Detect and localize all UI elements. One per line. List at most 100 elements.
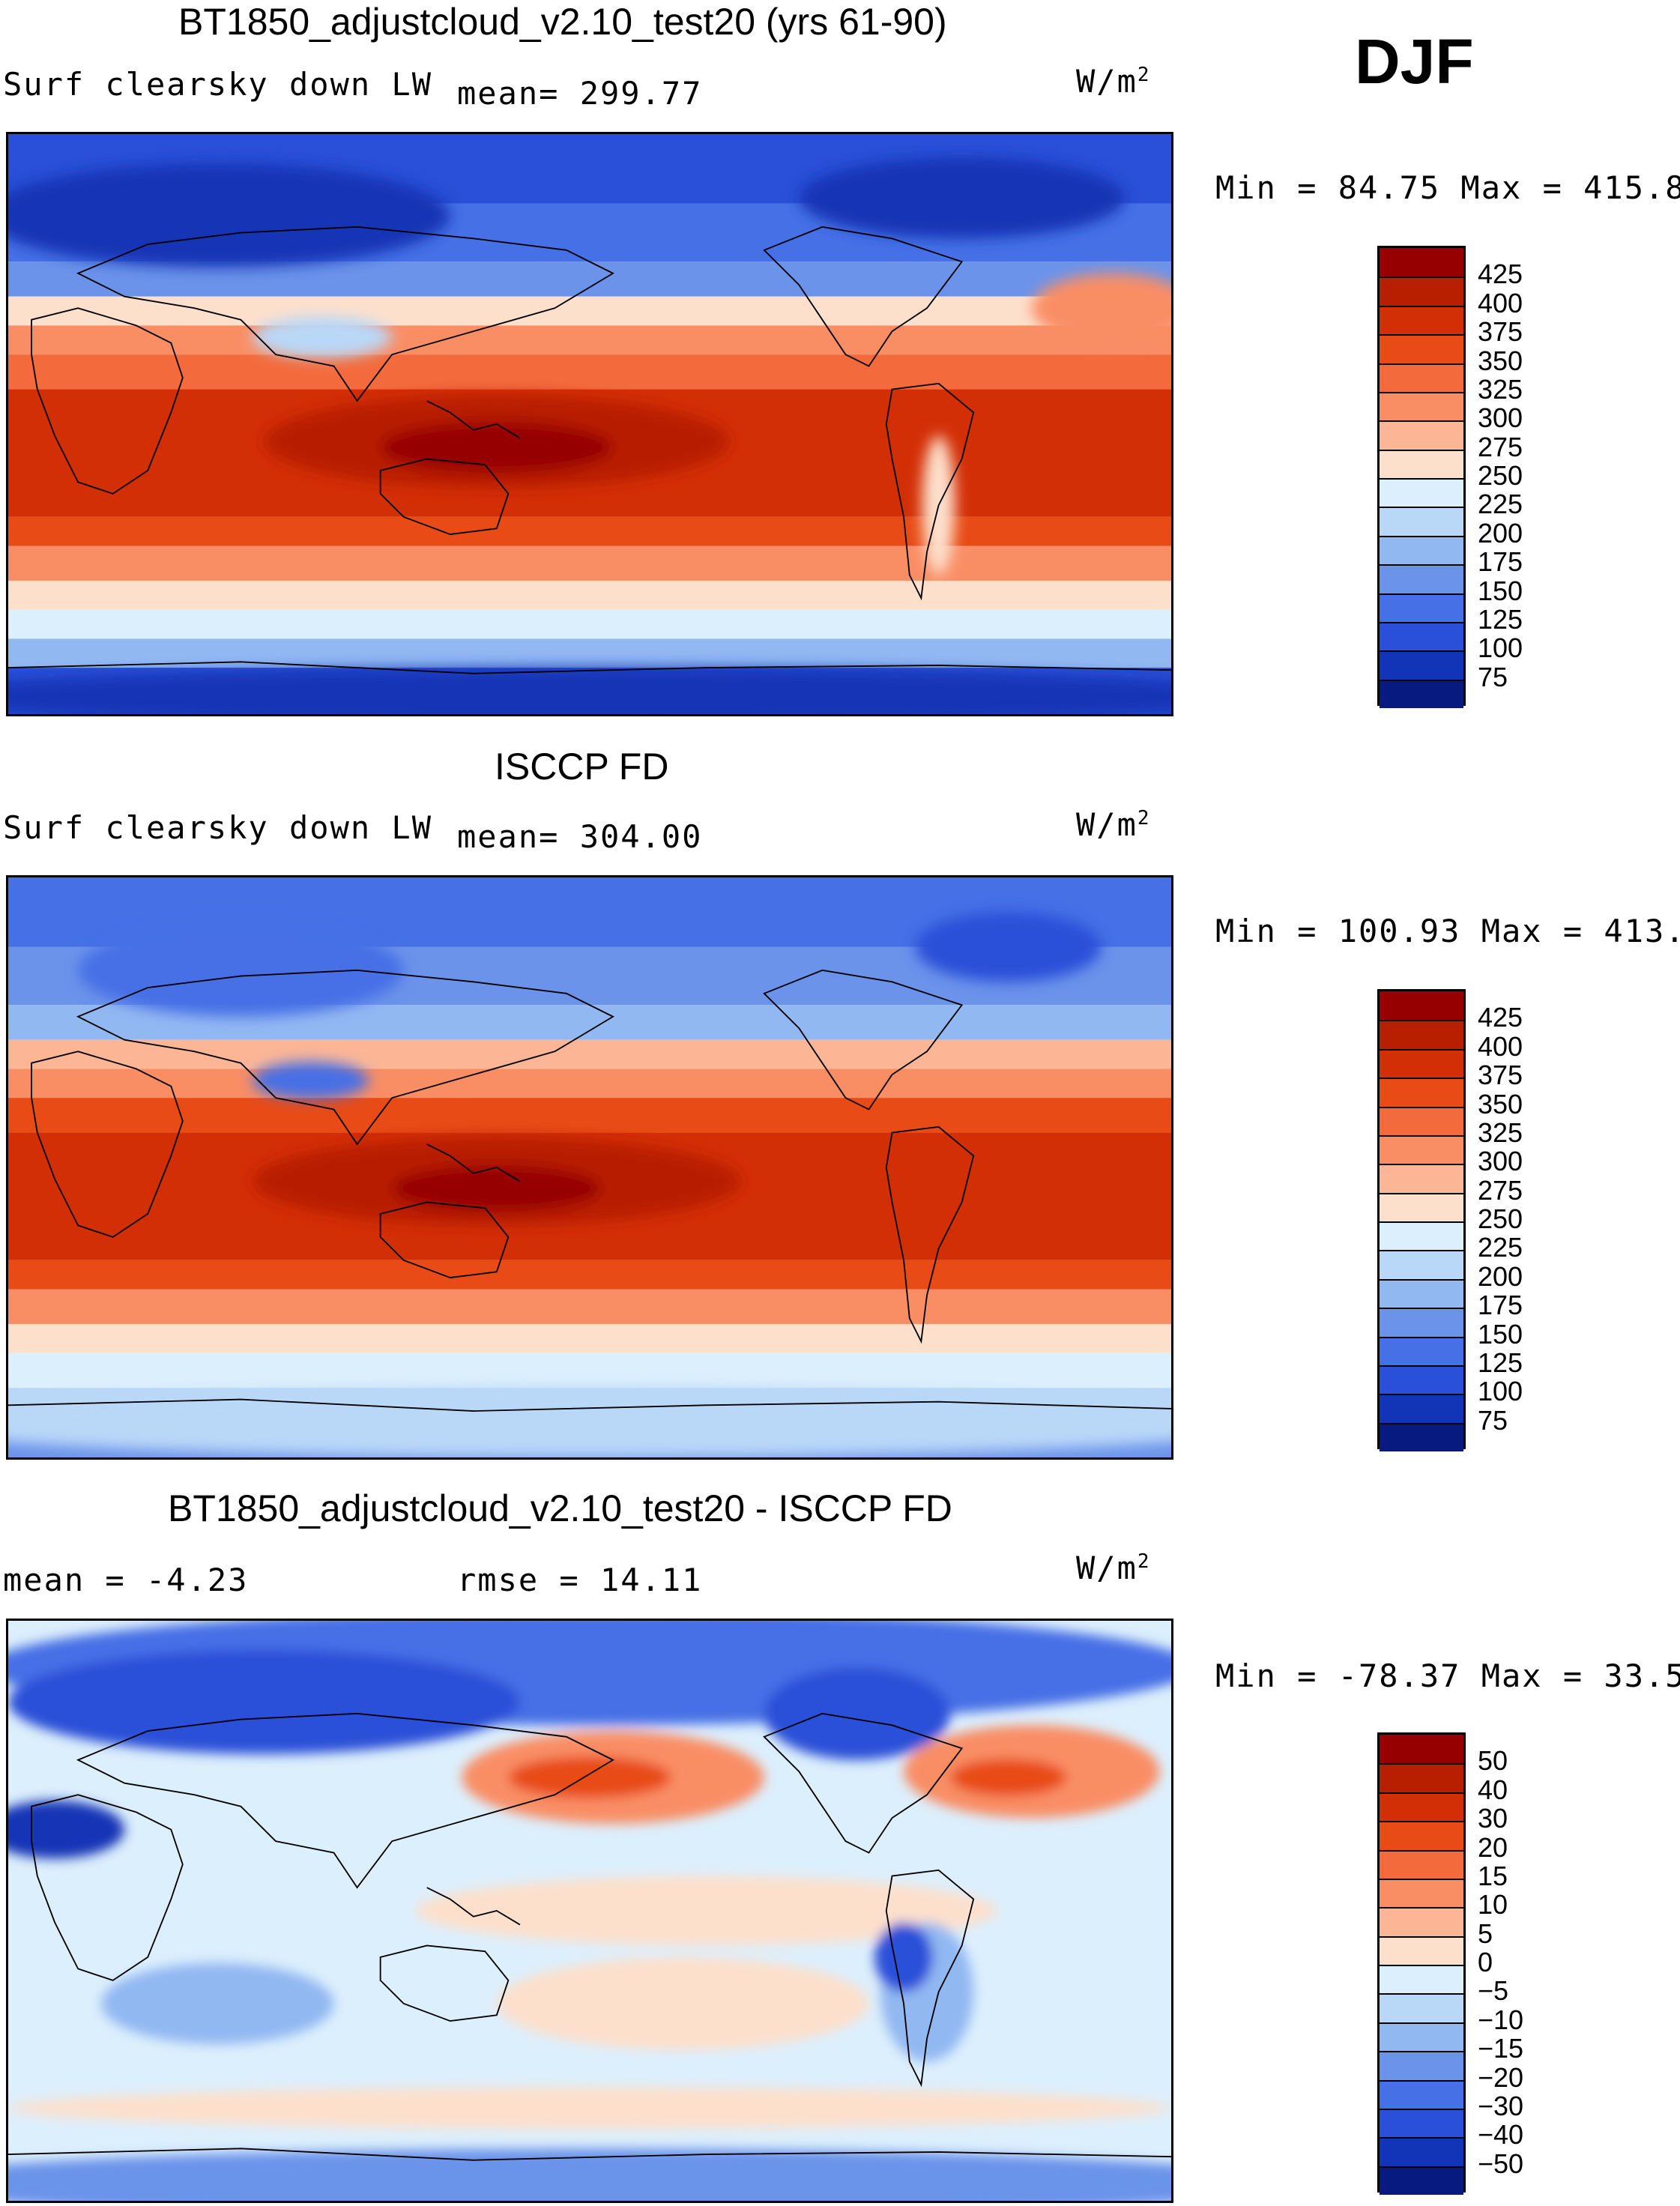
colorbar-segment	[1380, 2166, 1463, 2195]
colorbar-segment	[1380, 1821, 1463, 1850]
p2-band-n-sub2	[8, 1098, 1171, 1133]
colorbar-tick-label: 100	[1478, 1376, 1523, 1407]
p3-sahara	[8, 1800, 125, 1859]
p2-band-s-sub1	[8, 1260, 1171, 1290]
colorbar-segment	[1380, 363, 1463, 392]
colorbar-tick-label: 5	[1478, 1918, 1493, 1949]
p2-warm-pool-core	[392, 1164, 602, 1212]
colorbar-segment	[1380, 1134, 1463, 1164]
colorbar-segment	[1380, 1422, 1463, 1451]
colorbar-tick-label: 400	[1478, 287, 1523, 318]
colorbar-segment	[1380, 1336, 1463, 1365]
colorbar-tick-label: −30	[1478, 2090, 1524, 2121]
panel-3-title: BT1850_adjustcloud_v2.10_test20 - ISCCP …	[168, 1487, 952, 1529]
colorbar-tick-label: 325	[1478, 1116, 1523, 1148]
panel-3-units: W/m2	[1076, 1550, 1151, 1586]
colorbar-segment	[1380, 1106, 1463, 1135]
colorbar-segment	[1380, 593, 1463, 622]
panel-2-map-svg	[8, 877, 1171, 1457]
colorbar-tick-label: 100	[1478, 632, 1523, 664]
colorbar-tick-label: −15	[1478, 2033, 1524, 2064]
p2-band-s-sub2	[8, 1289, 1171, 1324]
colorbar-segment	[1380, 1394, 1463, 1423]
p2-band-s-high1	[8, 1353, 1171, 1388]
colorbar-tick-label: −5	[1478, 1975, 1509, 2007]
p2-canada-cold	[915, 912, 1102, 982]
colorbar-tick-label: 20	[1478, 1831, 1508, 1863]
colorbar-tick-label: 425	[1478, 259, 1523, 290]
panel-1-mean: mean= 299.77	[457, 75, 703, 112]
colorbar-tick-label: 275	[1478, 431, 1523, 462]
p1-band-n-sub1	[8, 325, 1171, 355]
colorbar-segment	[1380, 1735, 1463, 1764]
colorbar-tick-label: 300	[1478, 1146, 1523, 1177]
colorbar-segment	[1380, 2137, 1463, 2166]
panel-3-mean: mean = -4.23	[3, 1562, 249, 1598]
panel-3-map-svg	[8, 1621, 1171, 2201]
p3-n-atlantic-core	[950, 1759, 1067, 1796]
colorbar-tick-label: 175	[1478, 1290, 1523, 1321]
colorbar-tick-label: 150	[1478, 575, 1523, 606]
p1-coastlines	[8, 226, 1171, 674]
p1-band-s-sub1	[8, 516, 1171, 546]
colorbar-tick-label: 425	[1478, 1002, 1523, 1033]
colorbar-tick-label: 225	[1478, 1232, 1523, 1263]
panel-2-colorbar	[1377, 989, 1466, 1451]
colorbar-segment	[1380, 2022, 1463, 2052]
panel-3-map	[6, 1619, 1173, 2203]
colorbar-segment	[1380, 1763, 1463, 1792]
p3-s-pacific	[496, 1956, 869, 2050]
colorbar-tick-label: −20	[1478, 2061, 1524, 2093]
colorbar-tick-label: 175	[1478, 546, 1523, 578]
panel-1-variable: Surf clearsky down LW	[3, 66, 433, 103]
colorbar-tick-label: 375	[1478, 1060, 1523, 1091]
colorbar-segment	[1380, 248, 1463, 277]
colorbar-segment	[1380, 2051, 1463, 2080]
colorbar-tick-label: 225	[1478, 489, 1523, 520]
colorbar-tick-label: 75	[1478, 661, 1508, 692]
colorbar-segment	[1380, 1849, 1463, 1879]
panel-3-minmax: Min = -78.37 Max = 33.52	[1215, 1657, 1680, 1694]
colorbar-tick-label: 350	[1478, 345, 1523, 376]
p1-n-atlantic	[1031, 273, 1171, 343]
p1-band-s-high1	[8, 609, 1171, 639]
colorbar-tick-label: 75	[1478, 1404, 1508, 1436]
colorbar-segment	[1380, 391, 1463, 421]
p3-east-pacific	[415, 1876, 997, 1946]
colorbar-tick-label: 275	[1478, 1174, 1523, 1206]
panel-2-title: ISCCP FD	[495, 746, 669, 788]
p1-band-n-mid2	[8, 296, 1171, 326]
colorbar-tick-label: 200	[1478, 1260, 1523, 1292]
p3-coastlines	[8, 1712, 1171, 2161]
panel-1-colorbar	[1377, 246, 1466, 708]
colorbar-tick-label: 125	[1478, 1347, 1523, 1378]
colorbar-tick-label: 300	[1478, 402, 1523, 434]
colorbar-tick-label: 0	[1478, 1947, 1493, 1977]
colorbar-tick-label: 15	[1478, 1860, 1508, 1891]
colorbar-tick-label: −40	[1478, 2119, 1524, 2151]
colorbar-segment	[1380, 305, 1463, 335]
colorbar-tick-label: −50	[1478, 2148, 1524, 2179]
colorbar-segment	[1380, 1078, 1463, 1107]
p3-indian-ocean	[101, 1962, 334, 2045]
panel-3-colorbar	[1377, 1732, 1466, 2195]
p3-canada	[764, 1666, 951, 1760]
colorbar-segment	[1380, 535, 1463, 565]
p3-s-ocean-warm	[8, 2087, 1171, 2130]
colorbar-segment	[1380, 478, 1463, 507]
panel-1-map-svg	[8, 134, 1171, 714]
panel-1-units: W/m2	[1076, 63, 1151, 100]
colorbar-segment	[1380, 1164, 1463, 1193]
colorbar-tick-label: 250	[1478, 1203, 1523, 1234]
panel-2-variable: Surf clearsky down LW	[3, 809, 433, 846]
colorbar-segment	[1380, 2079, 1463, 2109]
p3-antarctica	[8, 2148, 1171, 2201]
p1-band-s-sub2	[8, 546, 1171, 581]
colorbar-tick-label: −10	[1478, 2004, 1524, 2035]
colorbar-segment	[1380, 991, 1463, 1021]
p1-band-n-sub2	[8, 354, 1171, 390]
p1-antarctica	[8, 668, 1171, 714]
colorbar-segment	[1380, 1308, 1463, 1337]
colorbar-segment	[1380, 679, 1463, 708]
p2-antarctica	[8, 1388, 1171, 1457]
